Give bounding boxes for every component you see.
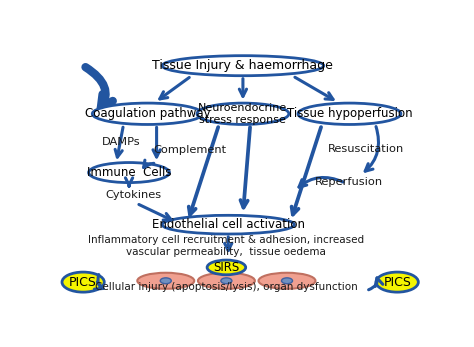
Text: Tissue Injury & haemorrhage: Tissue Injury & haemorrhage	[153, 59, 333, 72]
Text: Reperfusion: Reperfusion	[315, 177, 383, 187]
Text: PICS: PICS	[69, 276, 97, 289]
Text: Cytokines: Cytokines	[105, 190, 161, 200]
Ellipse shape	[376, 272, 419, 292]
Ellipse shape	[198, 273, 255, 289]
Ellipse shape	[282, 278, 292, 284]
Ellipse shape	[197, 103, 289, 125]
Ellipse shape	[62, 272, 104, 292]
Text: PICS: PICS	[383, 276, 411, 289]
Text: Coagulation pathway: Coagulation pathway	[84, 107, 210, 120]
Ellipse shape	[160, 278, 171, 284]
Text: Tissue hypoperfusion: Tissue hypoperfusion	[287, 107, 412, 120]
Ellipse shape	[298, 103, 401, 125]
Text: Neuroendocrine
stress response: Neuroendocrine stress response	[198, 103, 288, 125]
Text: Resuscitation: Resuscitation	[328, 144, 404, 154]
Ellipse shape	[258, 273, 316, 289]
Ellipse shape	[162, 215, 294, 234]
Text: Inflammatory cell recruitment & adhesion, increased
vascular permeability,  tiss: Inflammatory cell recruitment & adhesion…	[88, 235, 365, 257]
Text: DAMPs: DAMPs	[101, 137, 140, 147]
Text: Cellular injury (apoptosis/lysis), organ dysfunction: Cellular injury (apoptosis/lysis), organ…	[95, 282, 358, 292]
Ellipse shape	[221, 278, 232, 284]
Text: Immune  Cells: Immune Cells	[87, 166, 171, 179]
Ellipse shape	[162, 56, 324, 76]
Ellipse shape	[89, 162, 170, 183]
Text: Complement: Complement	[153, 145, 226, 155]
Ellipse shape	[207, 260, 246, 275]
Text: SIRS: SIRS	[213, 261, 239, 274]
Ellipse shape	[92, 103, 202, 125]
Ellipse shape	[137, 273, 194, 289]
Text: Endothelial cell activation: Endothelial cell activation	[152, 218, 305, 231]
